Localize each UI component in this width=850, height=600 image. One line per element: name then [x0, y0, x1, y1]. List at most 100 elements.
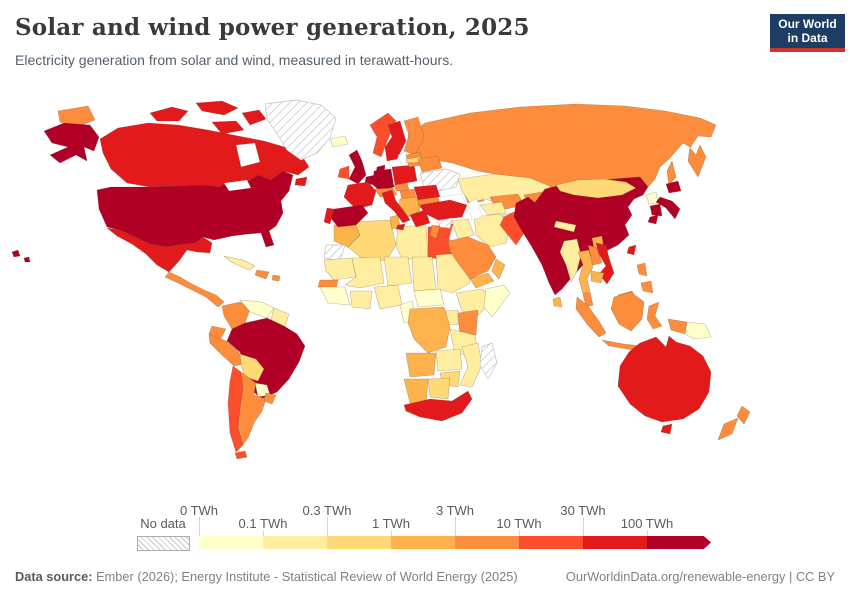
country-japan-kyushu[interactable] [647, 214, 659, 225]
country-kenya[interactable] [457, 309, 479, 338]
country-brazil[interactable] [226, 317, 306, 400]
country-uk[interactable] [348, 149, 367, 185]
legend-bin-1[interactable] [263, 536, 327, 549]
country-zambia[interactable] [435, 348, 463, 372]
country-nepal[interactable] [553, 220, 577, 233]
country-bolivia[interactable] [239, 353, 265, 382]
legend-bin-7[interactable] [647, 536, 695, 549]
country-sweden[interactable] [384, 120, 407, 162]
country-mexico[interactable] [106, 227, 213, 273]
country-turkmenistan[interactable] [479, 201, 507, 216]
country-syria[interactable] [437, 217, 453, 229]
country-drc[interactable] [407, 306, 451, 354]
country-canada-arctic-1[interactable] [149, 106, 189, 122]
country-hispaniola[interactable] [254, 269, 270, 280]
owid-logo[interactable]: Our World in Data [770, 14, 845, 52]
country-australia-tasmania[interactable] [660, 423, 673, 435]
legend-bin-3[interactable] [391, 536, 455, 549]
country-cuba[interactable] [223, 255, 256, 271]
country-somalia[interactable] [483, 284, 511, 318]
country-angola[interactable] [405, 352, 437, 378]
country-saudi-arabia[interactable] [447, 236, 497, 280]
country-laos[interactable] [587, 244, 603, 266]
region-west-africa[interactable] [319, 286, 351, 306]
country-yemen[interactable] [469, 272, 495, 289]
country-turkey[interactable] [419, 199, 468, 221]
region-israel-jordan[interactable] [429, 224, 441, 240]
country-iran[interactable] [473, 213, 511, 248]
country-mongolia[interactable] [555, 178, 637, 199]
country-ireland[interactable] [337, 165, 350, 180]
country-new-zealand-north[interactable] [736, 405, 751, 425]
country-usa-hawaii-1[interactable] [11, 249, 21, 258]
country-canada-newfoundland[interactable] [294, 176, 308, 187]
legend-bin-0[interactable] [199, 536, 263, 549]
no-data-swatch[interactable] [137, 536, 190, 551]
country-italy[interactable] [381, 189, 411, 224]
country-myanmar[interactable] [559, 238, 582, 283]
country-russia-sakhalin[interactable] [666, 160, 677, 186]
country-poland[interactable] [391, 164, 418, 186]
country-japan-hokkaido[interactable] [665, 180, 682, 194]
country-new-zealand-south[interactable] [717, 417, 739, 441]
country-thailand[interactable] [577, 249, 594, 295]
page-title: Solar and wind power generation, 2025 [15, 14, 530, 41]
legend-bin-5[interactable] [519, 536, 583, 549]
country-mauritania[interactable] [323, 257, 357, 281]
country-philippines-mindanao[interactable] [640, 280, 654, 294]
country-canada-arctic-2[interactable] [195, 100, 239, 116]
country-nigeria[interactable] [373, 284, 403, 310]
country-central-african-republic[interactable] [413, 288, 445, 308]
country-indonesia-sumatra[interactable] [575, 296, 607, 338]
country-taiwan[interactable] [626, 244, 637, 256]
country-uruguay[interactable] [263, 392, 277, 405]
country-papua-new-guinea[interactable] [684, 321, 712, 340]
country-niger[interactable] [383, 256, 413, 287]
country-france[interactable] [343, 181, 377, 210]
legend-bin-6[interactable] [583, 536, 647, 549]
country-canada-arctic-4[interactable] [211, 120, 245, 135]
country-venezuela[interactable] [239, 299, 275, 319]
country-iceland[interactable] [329, 135, 349, 148]
country-belarus[interactable] [417, 155, 443, 173]
country-usa-hawaii-2[interactable] [23, 256, 31, 263]
country-cambodia[interactable] [590, 270, 605, 284]
country-italy-sicily[interactable] [395, 223, 406, 231]
country-indonesia-papua[interactable] [667, 318, 688, 335]
region-tierra-del-fuego[interactable] [234, 450, 248, 460]
country-south-africa[interactable] [403, 390, 473, 422]
country-madagascar[interactable] [479, 342, 498, 380]
legend-bin-2[interactable] [327, 536, 391, 549]
country-canada-arctic-3[interactable] [241, 109, 267, 126]
country-portugal[interactable] [323, 207, 335, 225]
country-botswana[interactable] [427, 377, 451, 400]
region-central-america[interactable] [164, 271, 225, 308]
country-libya[interactable] [395, 224, 429, 261]
country-chad[interactable] [411, 256, 437, 292]
region-ghana-ivory[interactable] [349, 290, 373, 310]
country-mali[interactable] [344, 256, 385, 289]
country-iraq[interactable] [451, 218, 475, 240]
country-sri-lanka[interactable] [552, 296, 563, 308]
country-puerto-rico[interactable] [271, 274, 281, 282]
country-argentina[interactable] [237, 371, 267, 446]
country-russia-chukotka[interactable] [57, 105, 96, 128]
country-usa-alaska[interactable] [43, 122, 100, 164]
country-greenland[interactable] [264, 99, 337, 161]
country-indonesia-borneo[interactable] [610, 291, 645, 332]
country-greece[interactable] [409, 209, 431, 228]
country-mozambique[interactable] [459, 342, 483, 388]
legend-bin-4[interactable] [455, 536, 519, 549]
country-oman[interactable] [491, 258, 506, 280]
country-malaysia[interactable] [582, 291, 594, 308]
country-usa[interactable] [96, 170, 294, 248]
owid-url-link[interactable]: OurWorldinData.org/renewable-energy [565, 569, 786, 584]
country-philippines-luzon[interactable] [636, 262, 648, 277]
country-japan-honshu[interactable] [655, 196, 681, 220]
country-south-korea[interactable] [649, 203, 663, 217]
country-norway[interactable] [369, 112, 397, 158]
country-indonesia-sulawesi[interactable] [646, 301, 663, 330]
country-germany[interactable] [372, 168, 395, 192]
country-australia[interactable] [617, 335, 712, 423]
country-peru[interactable] [208, 333, 245, 367]
